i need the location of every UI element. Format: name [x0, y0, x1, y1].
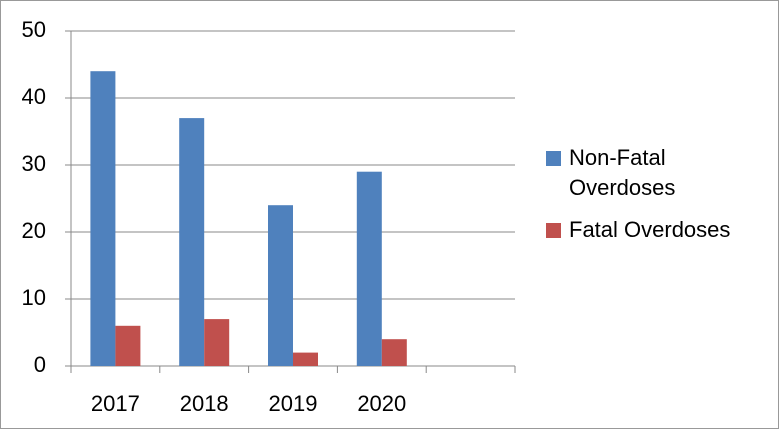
y-tick-label: 40	[22, 84, 46, 109]
legend-swatch	[546, 151, 561, 166]
bar	[90, 71, 116, 366]
x-tick-label: 2017	[91, 391, 140, 416]
y-tick-label: 50	[22, 17, 46, 42]
y-tick-label: 10	[22, 285, 46, 310]
legend: Non-Fatal Overdoses Fatal Overdoses	[546, 143, 761, 257]
legend-swatch	[546, 223, 561, 238]
bar	[204, 319, 230, 366]
bar	[381, 339, 407, 366]
legend-entry: Non-Fatal Overdoses	[546, 143, 761, 203]
legend-label: Non-Fatal Overdoses	[569, 145, 676, 200]
bar	[179, 118, 205, 366]
bar	[268, 205, 293, 366]
y-tick-label: 30	[22, 151, 46, 176]
bar	[356, 171, 382, 366]
x-tick-label: 2018	[180, 391, 229, 416]
bar	[115, 325, 141, 366]
x-tick-label: 2020	[357, 391, 406, 416]
legend-label: Fatal Overdoses	[569, 217, 731, 242]
x-tick-label: 2019	[269, 391, 318, 416]
y-tick-label: 20	[22, 218, 46, 243]
bar	[293, 352, 318, 366]
y-tick-label: 0	[34, 352, 46, 377]
legend-entry: Fatal Overdoses	[546, 215, 761, 245]
